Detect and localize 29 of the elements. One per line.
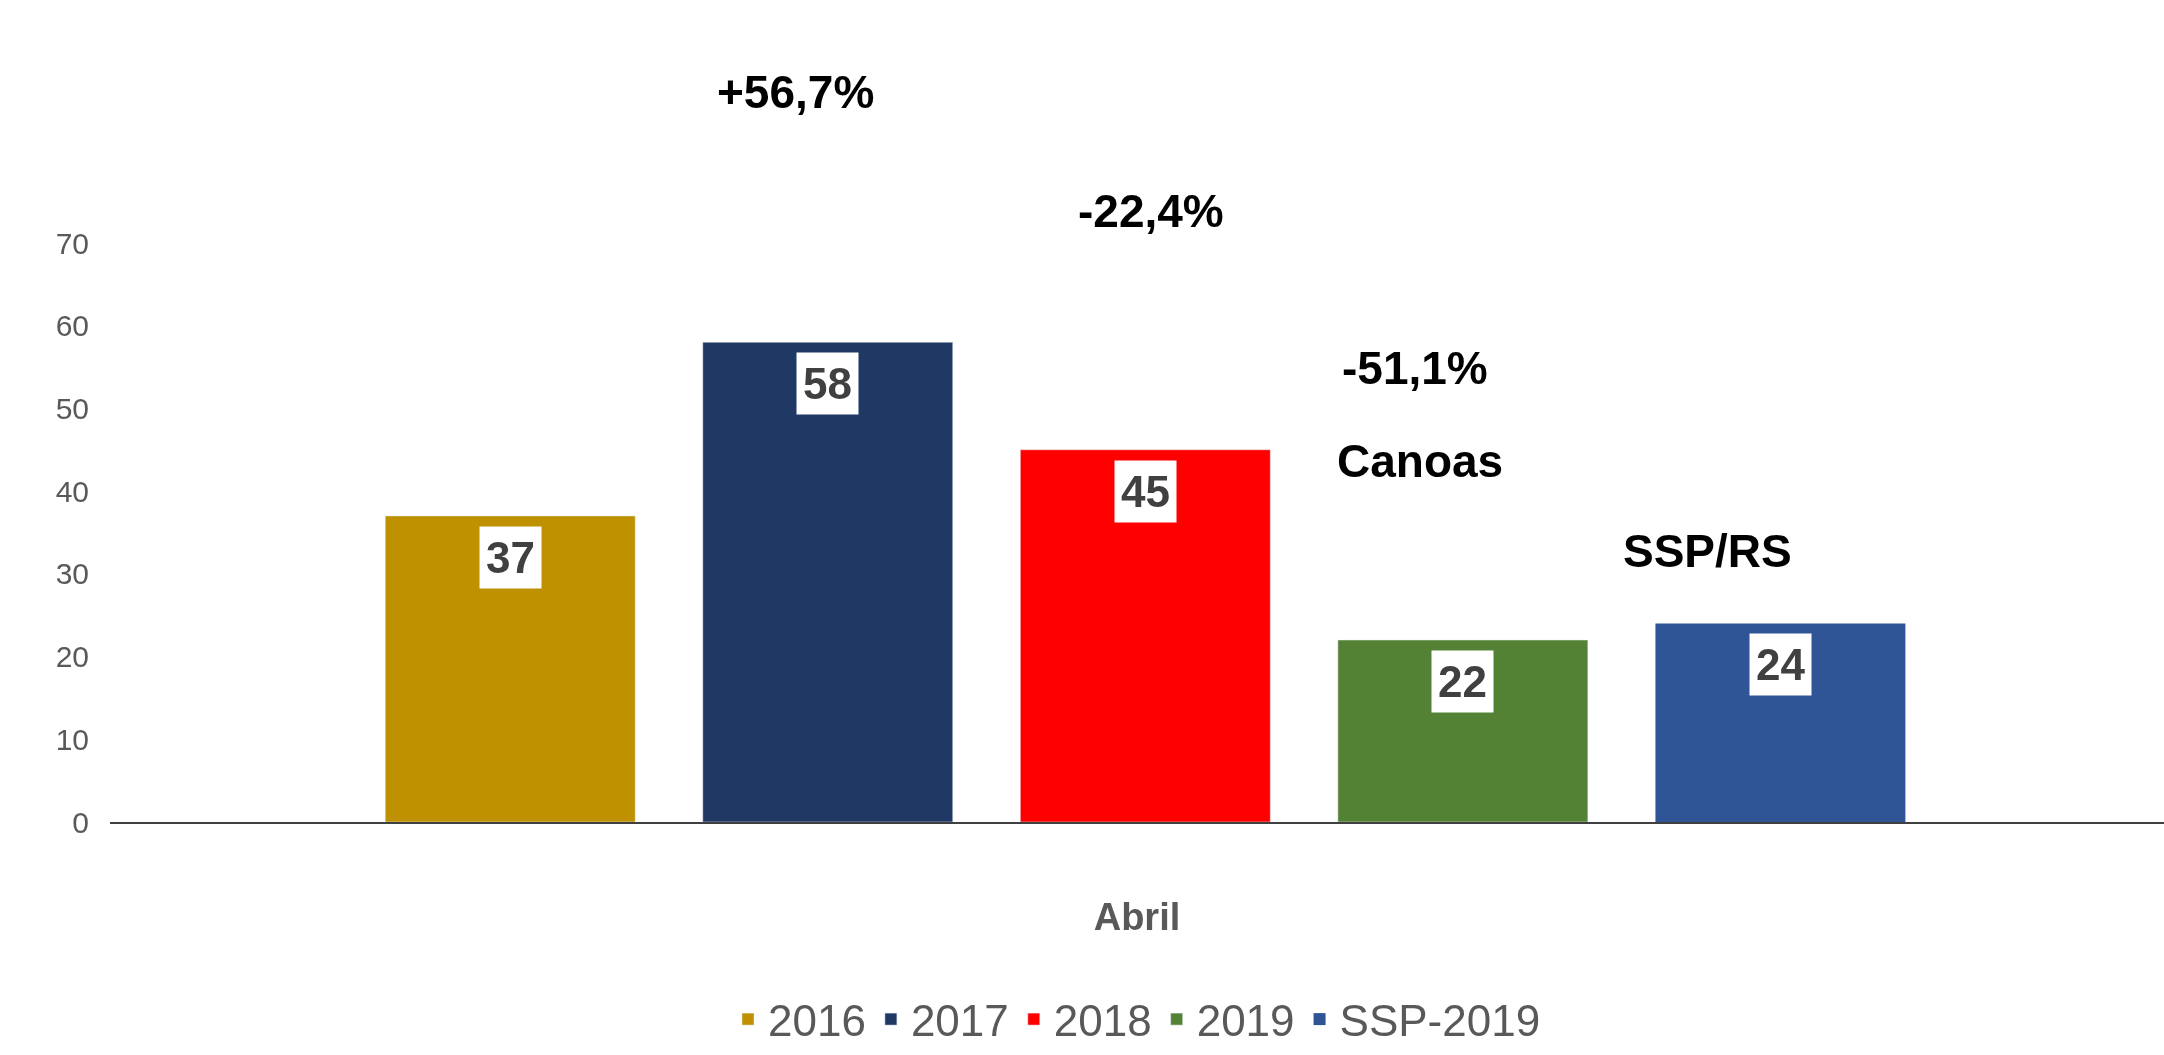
data-label: 22 — [1438, 657, 1487, 706]
text: -22,4% — [1078, 185, 1224, 237]
bar — [1655, 623, 1906, 822]
y-tick-label: 70 — [55, 226, 89, 260]
text: +56,7% — [717, 66, 875, 118]
y-tick-label: 60 — [55, 309, 89, 343]
y-tick-label: 50 — [55, 391, 89, 425]
bar — [1337, 639, 1589, 822]
annotation: Canoas — [1337, 435, 1504, 487]
data-label: 45 — [1121, 467, 1170, 516]
y-tick-label: 30 — [55, 557, 89, 591]
legend-label: 2019 — [1196, 996, 1295, 1046]
data-label: 24 — [1756, 640, 1806, 689]
y-tick-label: 0 — [72, 805, 89, 839]
annotation: -51,1% — [1342, 342, 1488, 394]
legend-label: SSP-2019 — [1339, 996, 1541, 1046]
y-tick-label: 20 — [55, 640, 89, 674]
bar — [1020, 449, 1271, 822]
legend-label: 2016 — [768, 996, 866, 1046]
y-tick-label: 40 — [55, 474, 89, 508]
bar — [384, 515, 636, 822]
data-label: 58 — [803, 359, 852, 408]
legend-label: 2018 — [1053, 996, 1152, 1046]
data-label: 37 — [486, 533, 535, 582]
y-tick-label: 10 — [55, 722, 89, 756]
bar — [702, 342, 954, 822]
legend-label: 2017 — [910, 996, 1009, 1046]
x-tick-label: Abril — [1093, 895, 1181, 938]
annotation: SSP/RS — [1623, 525, 1792, 577]
